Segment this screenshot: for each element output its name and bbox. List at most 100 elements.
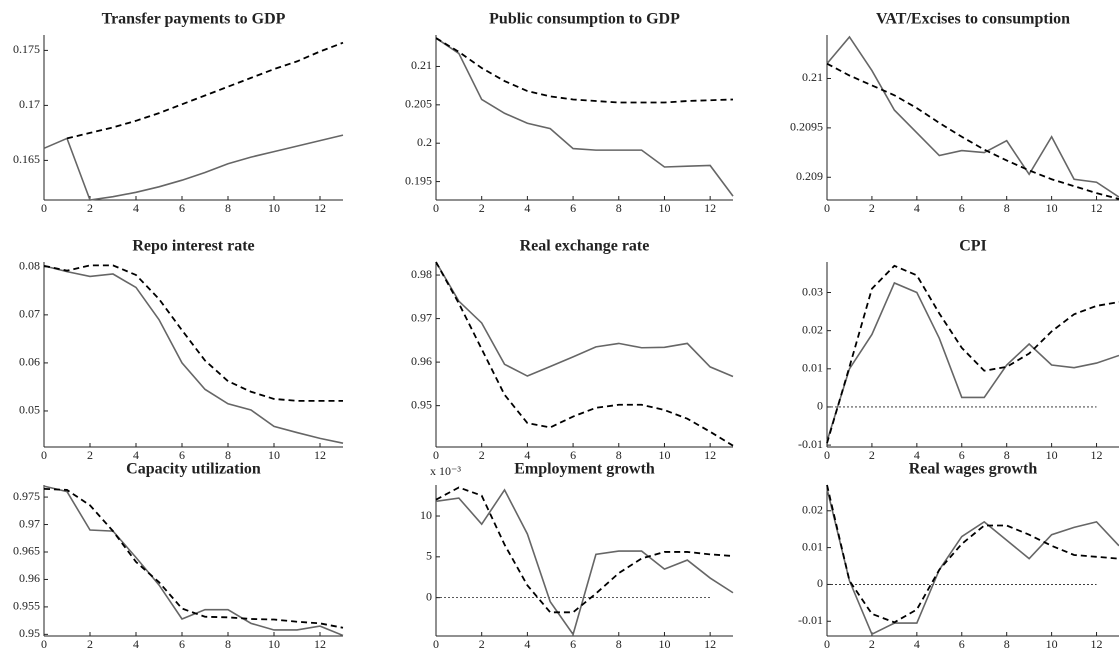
panel-title: Capacity utilization (126, 461, 261, 478)
y-tick-label: 0.01 (802, 361, 823, 375)
panel-title: Public consumption to GDP (489, 11, 680, 28)
x-tick-label: 0 (824, 637, 830, 651)
panel-title: Repo interest rate (132, 238, 254, 255)
x-tick-label: 4 (524, 201, 530, 215)
x-tick-label: 8 (1004, 637, 1010, 651)
panel-title: Real exchange rate (520, 238, 650, 255)
solid-line (826, 35, 1119, 198)
x-tick-label: 2 (479, 201, 485, 215)
dashed-line (435, 37, 734, 104)
x-tick-label: 6 (959, 448, 965, 462)
y-tick-label: 0.2095 (790, 120, 823, 134)
dashed-line (435, 486, 734, 614)
x-tick-label: 0 (41, 448, 47, 462)
x-tick-label: 6 (179, 448, 185, 462)
x-tick-label: 4 (914, 637, 920, 651)
x-tick-label: 4 (133, 637, 139, 651)
x-tick-label: 12 (704, 637, 716, 651)
x-tick-label: 4 (133, 201, 139, 215)
x-tick-label: 6 (179, 637, 185, 651)
panel: VAT/Excises to consumption 0.209 0.2095 0.2… (790, 11, 1119, 215)
y-tick-label: 0.07 (19, 307, 40, 321)
x-tick-label: 2 (87, 201, 93, 215)
x-tick-label: 12 (314, 201, 326, 215)
solid-line (43, 265, 344, 444)
x-tick-label: 2 (869, 201, 875, 215)
y-tick-label: 0.165 (13, 152, 40, 166)
x-tick-label: 8 (225, 448, 231, 462)
solid-line (435, 488, 734, 637)
x-tick-label: 12 (314, 448, 326, 462)
x-tick-label: 8 (225, 637, 231, 651)
x-tick-label: 8 (225, 201, 231, 215)
x-tick-label: 0 (824, 201, 830, 215)
x-tick-label: 12 (314, 637, 326, 651)
solid-line (826, 488, 1119, 636)
solid-line (435, 37, 734, 197)
dashed-line (826, 62, 1119, 200)
x-tick-label: 6 (959, 201, 965, 215)
x-tick-label: 2 (87, 448, 93, 462)
x-tick-label: 0 (433, 448, 439, 462)
dashed-line (66, 41, 344, 140)
x-tick-label: 8 (1004, 448, 1010, 462)
y-tick-label: 0.21 (411, 58, 432, 72)
y-tick-label: 0.955 (13, 599, 40, 613)
y-tick-label: 0.01 (802, 539, 823, 553)
panel-title: VAT/Excises to consumption (876, 11, 1070, 28)
x-tick-label: 8 (616, 201, 622, 215)
x-tick-label: 12 (1091, 201, 1103, 215)
x-tick-label: 10 (1046, 201, 1058, 215)
y-tick-label: 0.06 (19, 355, 40, 369)
panel: Transfer payments to GDP 0.165 0.17 0.175 0 2… (13, 11, 344, 215)
dashed-line (435, 261, 734, 447)
x-tick-label: 10 (1046, 448, 1058, 462)
x-tick-label: 0 (433, 637, 439, 651)
solid-line (435, 261, 734, 378)
x-tick-label: 2 (869, 637, 875, 651)
x-tick-label: 8 (616, 637, 622, 651)
x-tick-label: 10 (268, 637, 280, 651)
x-tick-label: 12 (704, 448, 716, 462)
x-tick-label: 6 (570, 448, 576, 462)
x-tick-label: 4 (914, 201, 920, 215)
y-tick-label: 0 (817, 576, 823, 590)
y-tick-label: 0.08 (19, 259, 40, 273)
x-tick-label: 0 (41, 637, 47, 651)
dashed-line (826, 484, 1119, 624)
y-tick-label: 0.03 (802, 284, 823, 298)
y-tick-label: 0.96 (411, 354, 432, 368)
x-tick-label: 10 (658, 201, 670, 215)
panel-title: Transfer payments to GDP (102, 11, 286, 28)
y-tick-label: 0.96 (19, 571, 40, 585)
x-tick-label: 10 (268, 201, 280, 215)
y-tick-label: 0 (426, 589, 432, 603)
x-tick-label: 0 (41, 201, 47, 215)
y-tick-label: -0.01 (798, 613, 823, 627)
y-tick-label: 0.98 (411, 267, 432, 281)
y-tick-label: 10 (420, 508, 432, 522)
x-tick-label: 6 (570, 201, 576, 215)
y-tick-label: 0.17 (19, 97, 40, 111)
solid-line (43, 134, 344, 201)
x-tick-label: 10 (1046, 637, 1058, 651)
y-tick-label: 0.21 (802, 70, 823, 84)
panel-title: Real wages growth (909, 461, 1038, 478)
x-tick-label: 6 (179, 201, 185, 215)
y-tick-label: 0.05 (19, 403, 40, 417)
x-tick-label: 10 (658, 637, 670, 651)
y-tick-label: 0.175 (13, 42, 40, 56)
axis-multiplier: x 10⁻³ (430, 464, 461, 478)
x-tick-label: 2 (479, 637, 485, 651)
y-tick-label: 0.97 (19, 516, 40, 530)
y-tick-label: 0.209 (796, 169, 823, 183)
panel-title: Employment growth (514, 461, 655, 478)
y-tick-label: 0.205 (405, 97, 432, 111)
x-tick-label: 4 (133, 448, 139, 462)
panel: Public consumption to GDP 0.195 0.2 0.205 0.… (405, 11, 734, 215)
dashed-line (43, 487, 344, 629)
dashed-line (43, 264, 343, 402)
y-tick-label: 0 (817, 399, 823, 413)
x-tick-label: 10 (268, 448, 280, 462)
